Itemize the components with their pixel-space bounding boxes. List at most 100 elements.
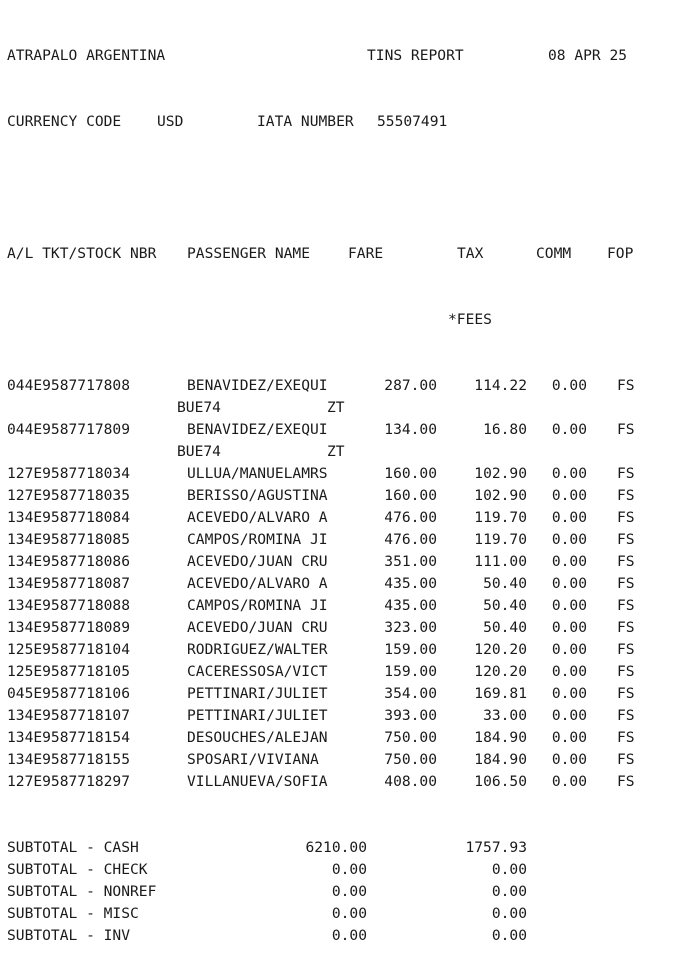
- passenger-name: RODRIGUEZ/WALTER: [187, 641, 328, 658]
- fop-code: FS: [617, 377, 635, 394]
- table-row: 134E9587718089 ACEVEDO/JUAN CRU 323.00 50.4…: [7, 617, 686, 639]
- fare-amount: 750.00: [384, 729, 437, 746]
- column-header-line-2: *FEES: [7, 309, 686, 331]
- tax-amount: 119.70: [474, 509, 527, 526]
- subtotal-row: SUBTOTAL - MISC 0.00 0.00: [7, 903, 686, 925]
- col-fare: FARE: [348, 245, 384, 262]
- tax-amount: 119.70: [474, 531, 527, 548]
- passenger-name: ACEVEDO/ALVARO A: [187, 575, 328, 592]
- fare-amount: 159.00: [384, 663, 437, 680]
- table-row: 134E9587718155 SPOSARI/VIVIANA 750.00 184.9…: [7, 749, 686, 771]
- passenger-name: CACERESSOSA/VICT: [187, 663, 328, 680]
- fare-amount: 476.00: [384, 531, 437, 548]
- table-row: 134E9587718087 ACEVEDO/ALVARO A 435.00 50.4…: [7, 573, 686, 595]
- report-date: 08 APR 25: [548, 47, 628, 64]
- subtotal-tax: 0.00: [491, 861, 527, 878]
- table-row: 134E9587718085 CAMPOS/ROMINA JI 476.00 119.…: [7, 529, 686, 551]
- subtotal-label: SUBTOTAL - NONREF: [7, 883, 157, 900]
- tax-amount: 111.00: [474, 553, 527, 570]
- subtotal-fare: 6210.00: [305, 839, 367, 856]
- table-row: 134E9587718086 ACEVEDO/JUAN CRU 351.00 111.…: [7, 551, 686, 573]
- ticket-number: 125E9587718104: [7, 641, 131, 658]
- subtotal-label: SUBTOTAL - MISC: [7, 905, 139, 922]
- tax-amount: 16.80: [483, 421, 527, 438]
- table-row: 125E9587718105 CACERESSOSA/VICT 159.00 120.…: [7, 661, 686, 683]
- tins-report: ATRAPALO ARGENTINA TINS REPORT 08 APR 25…: [7, 1, 686, 944]
- comm-amount: 0.00: [551, 575, 587, 592]
- fare-amount: 435.00: [384, 575, 437, 592]
- comm-amount: 0.00: [551, 707, 587, 724]
- subtotal-row: SUBTOTAL - NONREF 0.00 0.00: [7, 881, 686, 903]
- comm-amount: 0.00: [551, 465, 587, 482]
- passenger-name: ACEVEDO/ALVARO A: [187, 509, 328, 526]
- passenger-name: CAMPOS/ROMINA JI: [187, 597, 328, 614]
- passenger-name: ACEVEDO/JUAN CRU: [187, 553, 328, 570]
- fare-amount: 159.00: [384, 641, 437, 658]
- fop-code: FS: [617, 751, 635, 768]
- ticket-number: 134E9587718155: [7, 751, 131, 768]
- col-al-ticket: A/L TKT/STOCK NBR: [7, 245, 157, 262]
- fare-amount: 134.00: [384, 421, 437, 438]
- ticket-number: 134E9587718107: [7, 707, 131, 724]
- tax-amount: 114.22: [474, 377, 527, 394]
- col-tax: TAX: [457, 245, 484, 262]
- subtotal-row: SUBTOTAL - CHECK 0.00 0.00: [7, 859, 686, 881]
- passenger-name: ACEVEDO/JUAN CRU: [187, 619, 328, 636]
- subtotal-tax: 0.00: [491, 905, 527, 922]
- ticket-number: 127E9587718035: [7, 487, 131, 504]
- ticket-number: 045E9587718106: [7, 685, 131, 702]
- comm-amount: 0.00: [551, 597, 587, 614]
- tax-amount: 102.90: [474, 465, 527, 482]
- fop-code: FS: [617, 487, 635, 504]
- row-continuation: BUE74 ZT: [7, 397, 686, 419]
- col-comm: COMM: [536, 245, 572, 262]
- comm-amount: 0.00: [551, 685, 587, 702]
- comm-amount: 0.00: [551, 487, 587, 504]
- currency-label: CURRENCY CODE: [7, 113, 122, 130]
- tax-amount: 50.40: [483, 597, 527, 614]
- report-title: TINS REPORT: [367, 47, 464, 64]
- table-row: 044E9587717809 BENAVIDEZ/EXEQUI 134.00 16.8…: [7, 419, 686, 441]
- subtotal-row: SUBTOTAL - CASH 6210.00 1757.93: [7, 837, 686, 859]
- fop-code: FS: [617, 531, 635, 548]
- fare-amount: 287.00: [384, 377, 437, 394]
- ticket-number: 127E9587718034: [7, 465, 131, 482]
- fop-code: FS: [617, 773, 635, 790]
- comm-amount: 0.00: [551, 421, 587, 438]
- table-row: 044E9587717808 BENAVIDEZ/EXEQUI 287.00 114.…: [7, 375, 686, 397]
- subtotal-fare: 0.00: [331, 905, 367, 922]
- ticket-number: 134E9587718154: [7, 729, 131, 746]
- table-row: 127E9587718034 ULLUA/MANUELAMRS 160.00 102.…: [7, 463, 686, 485]
- passenger-name: CAMPOS/ROMINA JI: [187, 531, 328, 548]
- comm-amount: 0.00: [551, 641, 587, 658]
- ticket-number: 044E9587717808: [7, 377, 131, 394]
- subtotal-label: SUBTOTAL - CHECK: [7, 861, 148, 878]
- ticket-number: 134E9587718085: [7, 531, 131, 548]
- table-row: 134E9587718088 CAMPOS/ROMINA JI 435.00 50.4…: [7, 595, 686, 617]
- comm-amount: 0.00: [551, 509, 587, 526]
- ticket-number: 134E9587718086: [7, 553, 131, 570]
- passenger-name: SPOSARI/VIVIANA: [187, 751, 319, 768]
- col-fop: FOP: [607, 245, 634, 262]
- table-row: 125E9587718104 RODRIGUEZ/WALTER 159.00 120.…: [7, 639, 686, 661]
- column-header-line: A/L TKT/STOCK NBR PASSENGER NAME FARE TA…: [7, 243, 686, 265]
- ticket-number: 134E9587718084: [7, 509, 131, 526]
- fare-amount: 435.00: [384, 597, 437, 614]
- fop-code: FS: [617, 575, 635, 592]
- passenger-name: BENAVIDEZ/EXEQUI: [187, 421, 328, 438]
- fop-code: FS: [617, 465, 635, 482]
- table-row: 134E9587718107 PETTINARI/JULIET 393.00 33.0…: [7, 705, 686, 727]
- passenger-name: DESOUCHES/ALEJAN: [187, 729, 328, 746]
- comm-amount: 0.00: [551, 553, 587, 570]
- agency-name: ATRAPALO ARGENTINA: [7, 47, 166, 64]
- table-row: 045E9587718106 PETTINARI/JULIET 354.00 169.…: [7, 683, 686, 705]
- tax-amount: 50.40: [483, 575, 527, 592]
- fare-amount: 351.00: [384, 553, 437, 570]
- iata-label: IATA NUMBER: [257, 113, 354, 130]
- comm-amount: 0.00: [551, 663, 587, 680]
- ticket-number: 134E9587718088: [7, 597, 131, 614]
- ticket-number: 044E9587717809: [7, 421, 131, 438]
- tax-amount: 102.90: [474, 487, 527, 504]
- fop-code: FS: [617, 707, 635, 724]
- passenger-name: PETTINARI/JULIET: [187, 707, 328, 724]
